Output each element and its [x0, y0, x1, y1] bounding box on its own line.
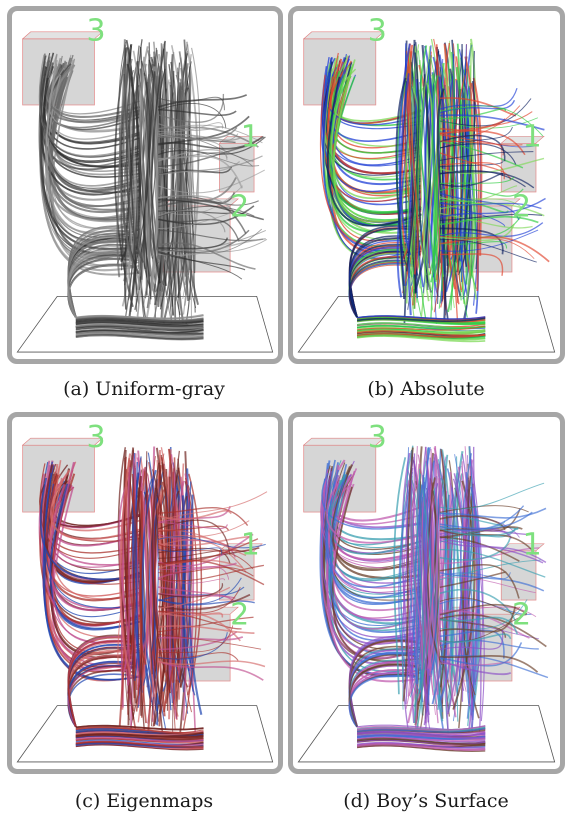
cube-label-1: 1 — [523, 120, 542, 155]
cube-label-2: 2 — [512, 189, 531, 224]
floor-plane — [298, 296, 554, 352]
cube-label-3: 3 — [86, 14, 105, 49]
panel-eigenmaps: 3 1 2 — [7, 412, 283, 774]
cube-label-3: 3 — [86, 420, 105, 455]
cube-label-1: 1 — [241, 527, 260, 562]
cube-label-3: 3 — [368, 420, 387, 455]
cube-label-2: 2 — [230, 598, 249, 633]
panel-absolute: 3 1 2 — [288, 6, 565, 364]
tractography-render-a: 3 1 2 — [12, 11, 278, 359]
tractography-render-d: 3 1 2 — [293, 417, 560, 769]
tractography-render-c: 3 1 2 — [12, 417, 278, 769]
cube-label-2: 2 — [230, 189, 249, 224]
cube-label-2: 2 — [512, 598, 531, 633]
panel-uniform-gray: 3 1 2 — [7, 6, 283, 364]
tractography-render-b: 3 1 2 — [293, 11, 560, 359]
caption-eigenmaps: (c) Eigenmaps — [4, 790, 284, 812]
caption-absolute: (b) Absolute — [286, 378, 566, 400]
cube-label-1: 1 — [241, 120, 260, 155]
cube-label-1: 1 — [523, 527, 542, 562]
caption-boys-surface: (d) Boy’s Surface — [286, 790, 566, 812]
cube-label-3: 3 — [368, 14, 387, 49]
panel-boys-surface: 3 1 2 — [288, 412, 565, 774]
caption-uniform-gray: (a) Uniform-gray — [4, 378, 284, 400]
